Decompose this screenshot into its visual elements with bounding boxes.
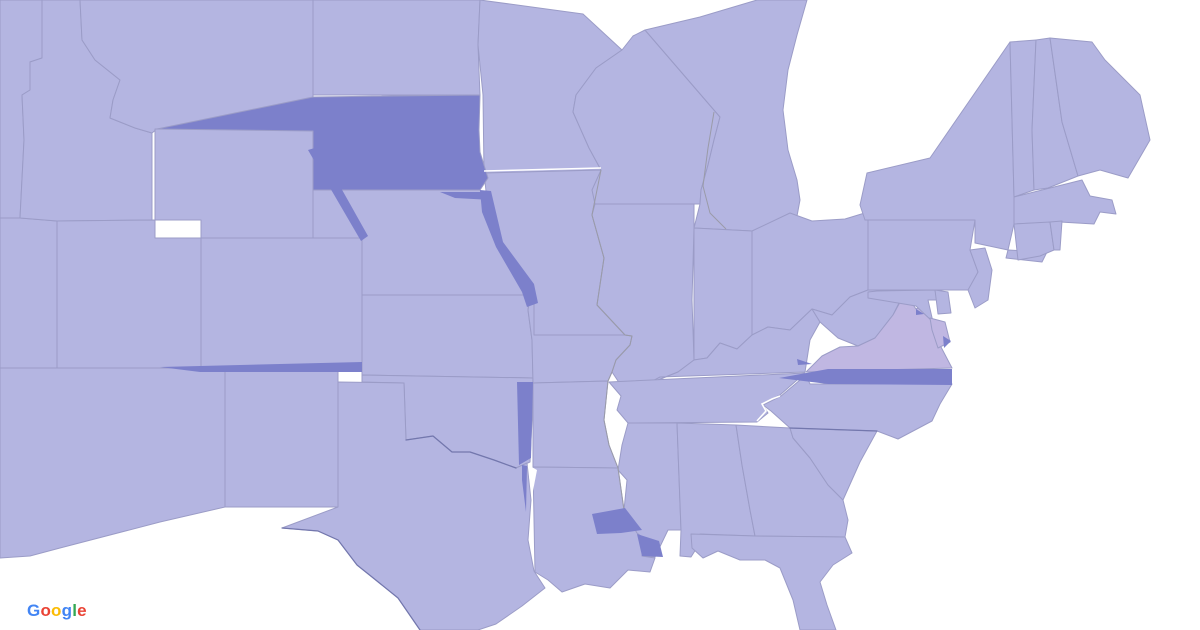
state-south-dakota[interactable]: [156, 94, 489, 191]
state-connecticut[interactable]: [1013, 221, 1055, 261]
render-artifact-ky-va-sliver: [797, 359, 812, 365]
red-river-border: [405, 435, 517, 469]
state-utah[interactable]: [56, 219, 202, 369]
state-new-york[interactable]: [859, 41, 1015, 251]
render-artifact-mn-ia-white-line: [483, 167, 602, 172]
render-artifact-37th-parallel-band: [160, 362, 362, 372]
render-artifact-sd-south-tail: [440, 192, 492, 200]
state-south-carolina[interactable]: [789, 427, 878, 501]
state-maine[interactable]: [1049, 37, 1151, 179]
rio-grande-border: [281, 527, 421, 630]
render-artifact-oklahoma-east-band: [517, 382, 533, 465]
google-logo-letter: l: [72, 601, 78, 620]
render-artifact-delmarva-tip: [943, 336, 951, 348]
states-layer: [0, 0, 1151, 630]
state-north-dakota[interactable]: [312, 0, 481, 96]
state-delaware[interactable]: [934, 289, 952, 315]
state-wyoming[interactable]: [154, 127, 314, 239]
render-artifact-louisiana-patch-2: [637, 534, 663, 557]
render-artifact-white-wedge-tx-ar: [529, 466, 537, 496]
state-indiana[interactable]: [693, 227, 753, 361]
state-new-mexico[interactable]: [224, 367, 339, 508]
nc-sc-border: [789, 427, 878, 432]
render-artifact-va-nc-band: [779, 369, 952, 385]
state-kentucky[interactable]: [635, 308, 821, 391]
state-colorado[interactable]: [200, 237, 363, 369]
state-pennsylvania[interactable]: [864, 211, 979, 291]
render-artifact-dc-sliver: [916, 309, 924, 315]
state-nevada[interactable]: [0, 217, 58, 369]
state-florida[interactable]: [690, 533, 853, 630]
state-rhode-island[interactable]: [1049, 220, 1063, 251]
state-kansas[interactable]: [361, 294, 534, 379]
render-artifact-tn-nc-white-zigzag: [756, 395, 781, 422]
state-michigan[interactable]: [644, 0, 811, 232]
state-new-jersey[interactable]: [967, 247, 993, 309]
mississippi-river-border: [591, 169, 633, 511]
render-artifact-missouri-river-band: [480, 190, 538, 307]
state-arizona[interactable]: [0, 367, 226, 559]
lake-michigan-shoreline: [702, 111, 727, 230]
google-logo-letter: e: [77, 601, 87, 620]
google-logo-letter: g: [61, 601, 73, 620]
render-artifact-louisiana-patch-1: [592, 508, 642, 534]
google-logo-letter: o: [40, 601, 52, 620]
artifacts-layer: [160, 147, 952, 557]
render-artifact-nebraska-streak: [308, 147, 368, 241]
google-logo-letter: o: [51, 601, 62, 620]
google-logo-letter: G: [27, 601, 41, 620]
state-tennessee[interactable]: [608, 372, 806, 424]
render-artifact-oklahoma-east-tail: [522, 465, 527, 512]
google-logo[interactable]: Google: [27, 602, 87, 619]
river-borders-layer: [281, 111, 878, 630]
